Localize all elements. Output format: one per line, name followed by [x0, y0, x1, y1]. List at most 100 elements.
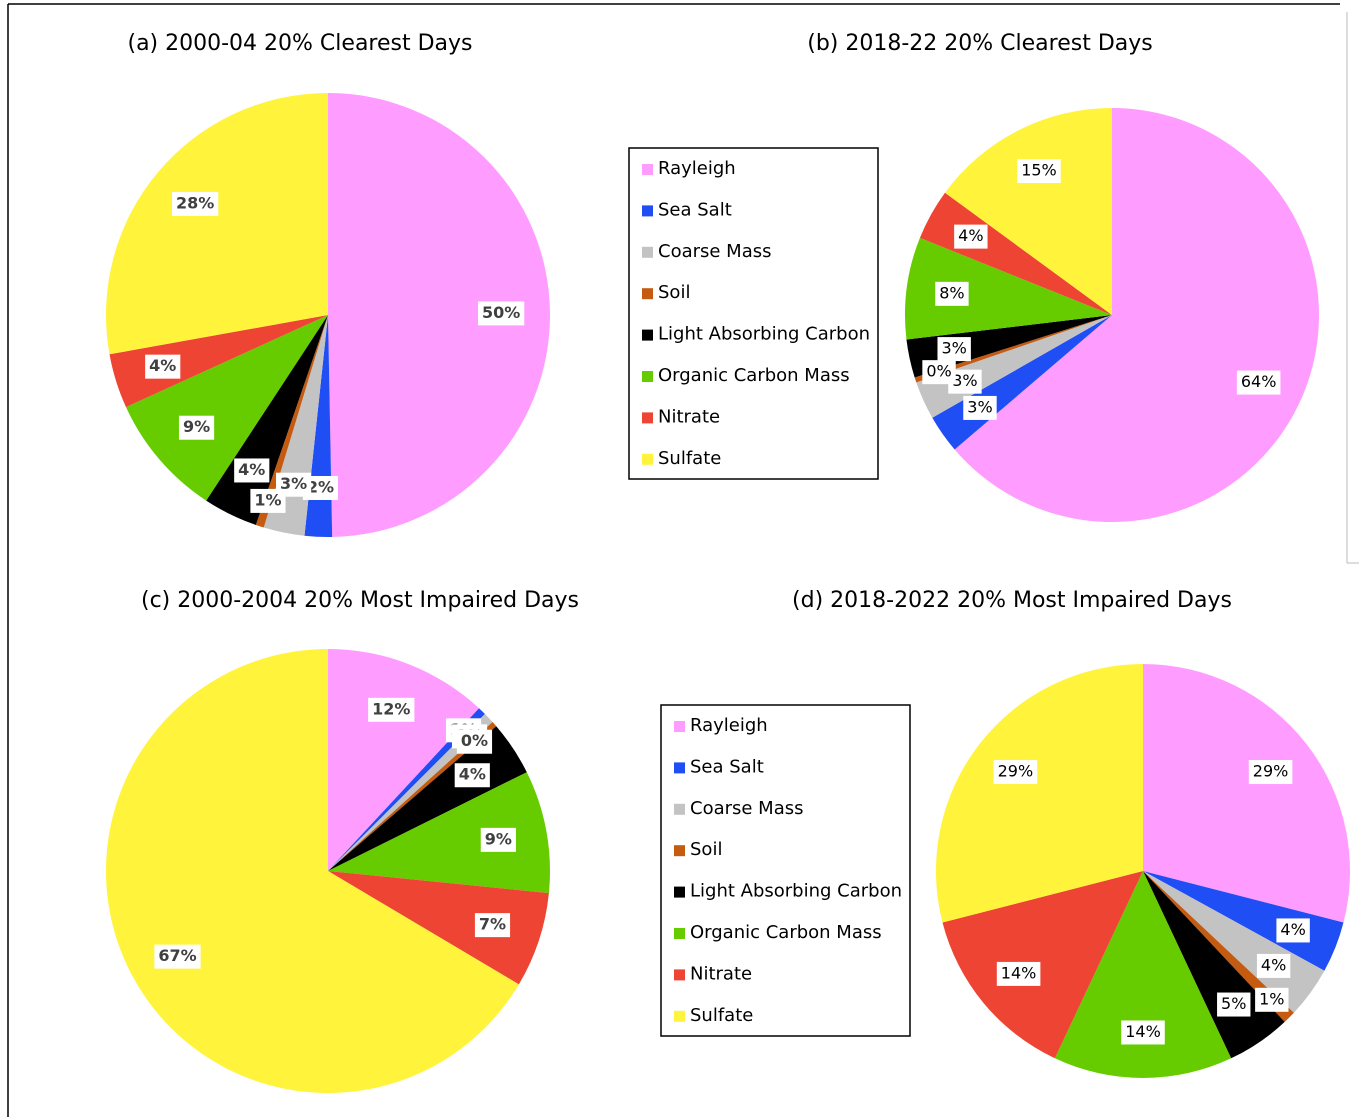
data-label: 29% [1253, 762, 1289, 781]
data-label-box [474, 913, 511, 938]
data-label-box [172, 191, 219, 216]
data-label: 3% [941, 339, 966, 358]
legend-swatch [674, 721, 685, 732]
data-label-box [1256, 953, 1291, 978]
pie-slice [109, 315, 329, 408]
pie-slice [328, 871, 549, 985]
data-label: 14% [1125, 1022, 1161, 1041]
pie-slice [328, 708, 485, 871]
pie-slice [255, 315, 328, 528]
pie-slice [1054, 871, 1232, 1078]
data-label: 9% [485, 829, 512, 848]
legend-label: Light Absorbing Carbon [658, 324, 870, 345]
data-label-box [1121, 1020, 1165, 1045]
legend-swatch [642, 371, 653, 382]
legend-swatch [674, 845, 685, 857]
legend-label: Sulfate [690, 1005, 753, 1026]
pie-slice [954, 108, 1319, 522]
legend-label: Coarse Mass [690, 798, 804, 819]
data-label: 4% [1280, 920, 1305, 939]
legend-swatch [642, 288, 653, 300]
legend-label: Rayleigh [690, 715, 768, 736]
pie-slice [1143, 871, 1344, 971]
data-label-box [478, 301, 525, 326]
data-label: 3% [280, 474, 307, 493]
pie-slice [905, 237, 1112, 340]
pie-slice [914, 315, 1112, 383]
data-label: 7% [479, 915, 506, 934]
legend-box [628, 147, 879, 480]
data-label-box [368, 697, 415, 722]
legend-label: Nitrate [658, 406, 720, 427]
pie-slice [919, 192, 1112, 315]
data-label-box [456, 729, 493, 754]
data-label-box [1276, 918, 1310, 943]
legend-label: Coarse Mass [658, 241, 772, 262]
data-label: 4% [238, 460, 265, 479]
data-label: 0% [461, 731, 488, 750]
data-label-box [993, 760, 1038, 785]
data-label: 0% [926, 362, 951, 381]
legend-label: Sea Salt [658, 199, 732, 220]
chart-title: (d) 2018-2022 20% Most Impaired Days [792, 588, 1232, 613]
pie-slice [1143, 664, 1350, 923]
data-label: 3% [967, 397, 992, 416]
legend-label: Rayleigh [658, 158, 736, 179]
chart-title: (c) 2000-2004 20% Most Impaired Days [141, 588, 579, 613]
legend-swatch [674, 928, 685, 939]
legend-box [660, 704, 911, 1037]
legend-label: Light Absorbing Carbon [690, 881, 902, 902]
legend-swatch [674, 762, 685, 774]
pie-slice [906, 315, 1112, 378]
data-label-box [954, 224, 988, 249]
pie-slice [126, 315, 328, 501]
data-label: 50% [482, 303, 520, 322]
data-label: 9% [183, 417, 210, 436]
pie-slice [944, 108, 1112, 315]
data-label-box [1217, 992, 1251, 1017]
pie-slice [105, 649, 519, 1093]
data-label-box [1248, 760, 1293, 785]
data-label-box [937, 337, 971, 362]
data-label: 64% [1241, 372, 1277, 391]
data-label: 29% [998, 762, 1034, 781]
legend-swatch [642, 164, 653, 175]
legend-swatch [642, 453, 653, 465]
legend-label: Sea Salt [690, 756, 764, 777]
legend-swatch [674, 886, 685, 898]
data-label-box [145, 354, 181, 379]
data-label-box [922, 360, 956, 385]
legend-label: Sulfate [658, 448, 721, 469]
legend-swatch [674, 1010, 685, 1022]
data-label-box [454, 763, 490, 788]
pie-slice [936, 664, 1143, 923]
data-label: 15% [1021, 161, 1057, 180]
legend-swatch [642, 246, 653, 258]
legend-label: Nitrate [690, 963, 752, 984]
legend-swatch [642, 205, 653, 217]
data-label-box [996, 961, 1041, 986]
data-label-box [234, 458, 270, 483]
data-label-box [1255, 987, 1289, 1012]
data-label-box [250, 488, 286, 513]
legend-label: Organic Carbon Mass [690, 922, 882, 943]
data-label: 28% [176, 193, 214, 212]
pie-slice [328, 772, 550, 894]
data-label-box [154, 944, 201, 969]
data-label-box [480, 827, 516, 852]
data-label: 67% [158, 946, 196, 965]
data-label-box [963, 395, 997, 420]
data-label: 3% [952, 371, 977, 390]
pie-slice [328, 649, 479, 871]
data-label-box [178, 415, 215, 440]
legend-label: Organic Carbon Mass [658, 365, 850, 386]
chart-title: (a) 2000-04 20% Clearest Days [127, 31, 472, 56]
pie-slice [328, 714, 493, 871]
pie-slice [106, 93, 328, 355]
data-label: 1% [254, 490, 281, 509]
data-label: 14% [1001, 963, 1037, 982]
legend-swatch [642, 412, 653, 424]
data-label: 4% [149, 356, 176, 375]
data-label: 8% [939, 283, 964, 302]
